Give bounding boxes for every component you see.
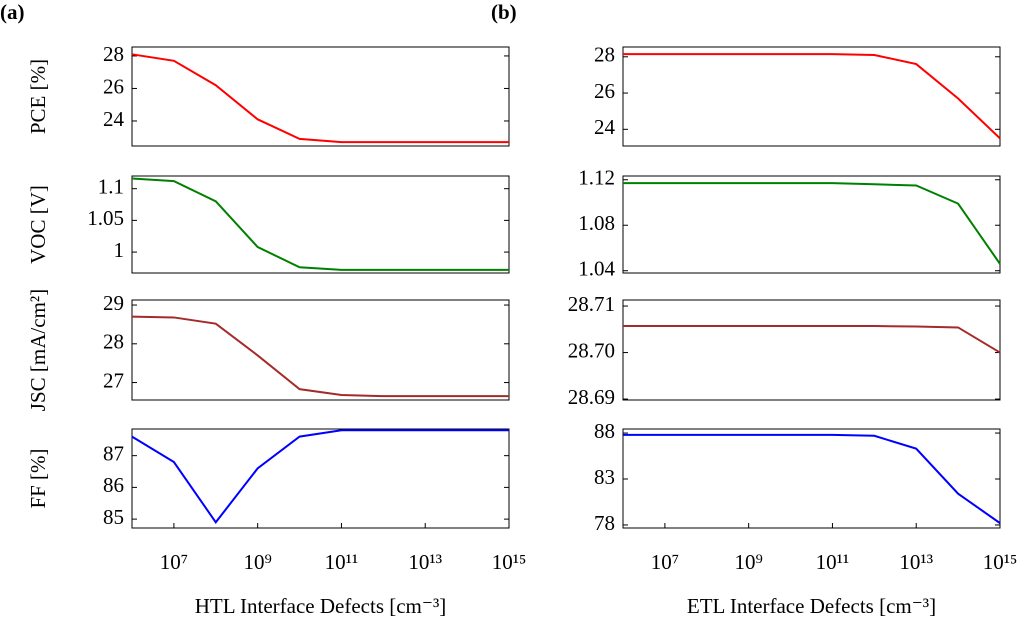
y-tick-label: 87	[103, 441, 124, 465]
y-tick-label: 88	[594, 419, 615, 443]
data-line	[623, 53, 1001, 140]
y-axis-label: JSC [mA/cm²]	[26, 289, 50, 411]
x-axis-label: ETL Interface Defects [cm⁻³]	[687, 594, 936, 618]
y-tick-label: 24	[103, 107, 125, 131]
y-tick-label: 1.12	[578, 166, 615, 190]
y-axis-label: VOC [V]	[26, 185, 50, 264]
data-line	[623, 433, 1001, 524]
y-tick-label: 78	[594, 511, 615, 535]
y-tick-label: 83	[594, 465, 615, 489]
y-tick-label: 26	[103, 74, 124, 98]
plot-frame	[622, 46, 1001, 147]
y-tick-label: 28	[594, 43, 615, 67]
y-tick-label: 28	[103, 330, 124, 354]
x-tick-label: 10⁷	[160, 550, 188, 574]
plot-frame	[131, 428, 510, 529]
y-tick-label: 1.04	[578, 257, 615, 281]
y-tick-label: 24	[594, 115, 616, 139]
y-tick-label: 27	[103, 368, 124, 392]
y-tick-label: 28	[103, 42, 124, 66]
x-tick-label: 10¹⁵	[492, 550, 527, 574]
x-tick-label: 10¹⁵	[983, 550, 1018, 574]
panel-label: (b)	[491, 0, 517, 24]
data-line	[131, 53, 509, 144]
plot-frame	[622, 299, 1001, 401]
y-tick-label: 28.69	[568, 385, 615, 409]
plot-frame	[131, 299, 510, 401]
x-tick-label: 10¹¹	[325, 550, 359, 574]
x-tick-label: 10¹¹	[816, 550, 850, 574]
x-tick-label: 10¹³	[899, 550, 933, 574]
y-tick-label: 1	[114, 238, 125, 262]
y-tick-label: 1.05	[87, 206, 124, 230]
x-tick-label: 10⁷	[651, 550, 679, 574]
y-tick-label: 29	[103, 291, 124, 315]
y-axis-label: PCE [%]	[26, 59, 50, 134]
x-axis-label: HTL Interface Defects [cm⁻³]	[195, 594, 447, 618]
data-line	[131, 177, 509, 271]
y-tick-label: 1.08	[578, 211, 615, 235]
plot-frame	[131, 175, 510, 274]
plot-frame	[131, 46, 510, 147]
y-tick-label: 26	[594, 79, 615, 103]
y-axis-label: FF [%]	[26, 448, 50, 508]
x-tick-label: 10⁹	[244, 550, 272, 574]
data-line	[131, 429, 509, 524]
data-line	[623, 325, 1001, 354]
y-tick-label: 1.1	[98, 174, 124, 198]
y-tick-label: 28.70	[568, 338, 615, 362]
x-tick-label: 10⁹	[735, 550, 763, 574]
plot-frame	[622, 428, 1001, 529]
panel-label: (a)	[0, 0, 25, 24]
data-line	[623, 182, 1001, 265]
plot-frame	[622, 175, 1001, 274]
data-line	[131, 315, 509, 398]
y-tick-label: 86	[103, 473, 124, 497]
y-tick-label: 85	[103, 505, 124, 529]
y-tick-label: 28.71	[568, 292, 615, 316]
x-tick-label: 10¹³	[408, 550, 442, 574]
